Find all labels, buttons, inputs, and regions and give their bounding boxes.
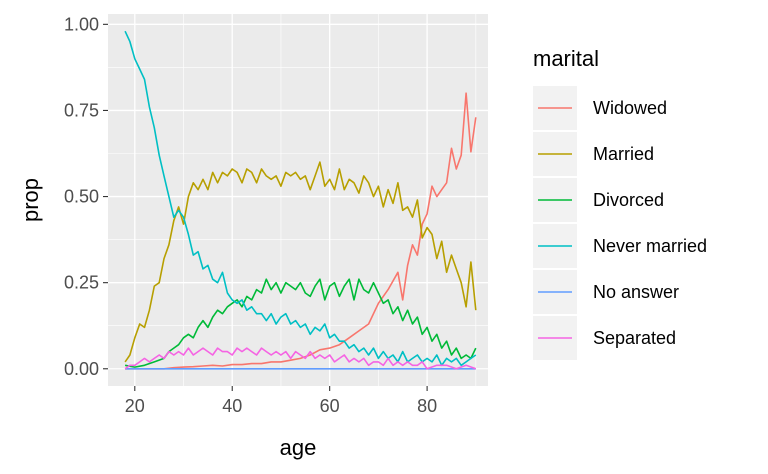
series-line-divorced (124, 278, 477, 368)
x-tick-label: 40 (222, 396, 242, 416)
y-tick-label: 0.25 (64, 273, 99, 293)
series-line-widowed (125, 92, 477, 370)
legend-title: marital (533, 46, 599, 71)
legend-item: Separated (533, 316, 676, 360)
x-tick-label: 80 (417, 396, 437, 416)
y-tick-label: 1.00 (64, 14, 99, 34)
y-tick-label: 0.00 (64, 359, 99, 379)
legend-label: Separated (593, 328, 676, 348)
x-tick-label: 60 (320, 396, 340, 416)
legend-label: Divorced (593, 190, 664, 210)
series-line-married (124, 161, 477, 363)
legend-item: Married (533, 132, 654, 176)
x-tick-label: 20 (125, 396, 145, 416)
legend-item: Widowed (533, 86, 667, 130)
y-tick-label: 0.50 (64, 187, 99, 207)
x-axis-title: age (280, 435, 317, 460)
plot-panel (108, 14, 488, 386)
series-lines (124, 30, 477, 370)
legend-label: Married (593, 144, 654, 164)
y-axis-title: prop (18, 178, 43, 222)
legend: marital Widowed Married Divorced Never marr… (533, 46, 707, 360)
legend-label: No answer (593, 282, 679, 302)
y-tick-label: 0.75 (64, 100, 99, 120)
series-line-never-married (124, 30, 477, 367)
series-line-separated (124, 347, 477, 370)
legend-item: Divorced (533, 178, 664, 222)
legend-item: No answer (533, 270, 679, 314)
axes: 20 40 60 80 0.00 0.25 0.50 0.75 1.00 (64, 14, 437, 416)
legend-label: Never married (593, 236, 707, 256)
legend-item: Never married (533, 224, 707, 268)
legend-label: Widowed (593, 98, 667, 118)
